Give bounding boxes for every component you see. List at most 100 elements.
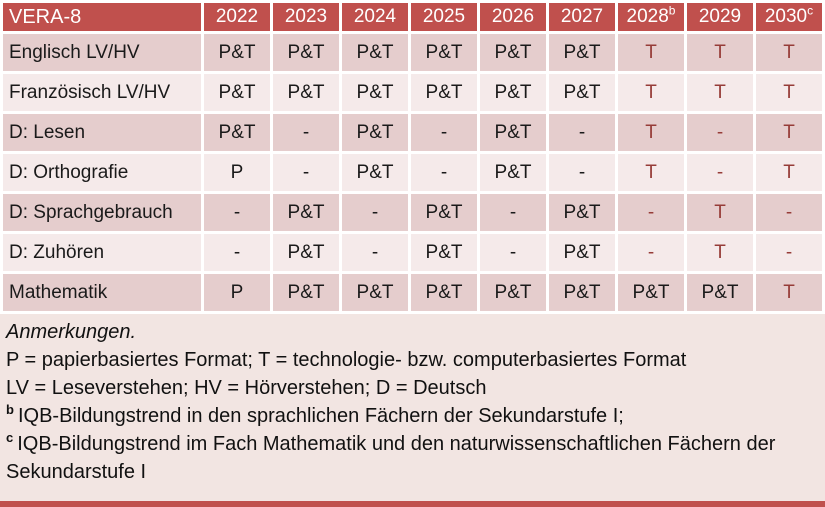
format-value-cell: -	[687, 114, 753, 151]
format-value-cell: P&T	[549, 34, 615, 71]
format-value-cell: P&T	[411, 34, 477, 71]
format-value-cell: T	[618, 154, 684, 191]
year-column-header: 2025	[411, 3, 477, 31]
format-value-cell: P&T	[480, 34, 546, 71]
subject-label: Mathematik	[3, 274, 201, 311]
table-title-cell: VERA-8	[3, 3, 201, 31]
format-value-cell: -	[549, 154, 615, 191]
format-value-cell: -	[342, 194, 408, 231]
note-format-legend: P = papierbasiertes Format; T = technolo…	[6, 349, 687, 371]
year-column-header: 2029	[687, 3, 753, 31]
format-value-cell: -	[411, 154, 477, 191]
year-column-header: 2028b	[618, 3, 684, 31]
format-value-cell: P&T	[273, 234, 339, 271]
table-row: D: Zuhören - P&T - P&T - P&T - T -	[3, 234, 822, 271]
format-value-cell: P&T	[480, 154, 546, 191]
footnote-c-text: IQB-Bildungstrend im Fach Mathematik und…	[6, 433, 776, 483]
footnote-marker: b	[668, 3, 676, 18]
subject-label: Englisch LV/HV	[3, 34, 201, 71]
format-value-cell: P&T	[204, 34, 270, 71]
format-value-cell: T	[756, 274, 822, 311]
format-value-cell: -	[687, 154, 753, 191]
format-value-cell: T	[756, 154, 822, 191]
format-value-cell: -	[204, 194, 270, 231]
format-value-cell: P&T	[342, 74, 408, 111]
subject-label: Französisch LV/HV	[3, 74, 201, 111]
format-value-cell: -	[480, 194, 546, 231]
format-value-cell: -	[342, 234, 408, 271]
table-row: Mathematik P P&T P&T P&T P&T P&T P&T P&T T	[3, 274, 822, 311]
format-value-cell: P&T	[342, 34, 408, 71]
format-value-cell: T	[618, 34, 684, 71]
format-value-cell: T	[687, 194, 753, 231]
format-value-cell: P&T	[342, 154, 408, 191]
footnote-b-text: IQB-Bildungstrend in den sprachlichen Fä…	[17, 405, 624, 427]
format-value-cell: -	[273, 154, 339, 191]
format-value-cell: P	[204, 274, 270, 311]
footnote-c: c IQB-Bildungstrend im Fach Mathematik un…	[6, 430, 817, 486]
subject-label: D: Sprachgebrauch	[3, 194, 201, 231]
subject-label: D: Lesen	[3, 114, 201, 151]
year-column-header: 2022	[204, 3, 270, 31]
table-row: Französisch LV/HV P&T P&T P&T P&T P&T P&T T T T	[3, 74, 822, 111]
format-value-cell: P&T	[273, 34, 339, 71]
table-row: Englisch LV/HV P&T P&T P&T P&T P&T P&T T T T	[3, 34, 822, 71]
format-value-cell: P&T	[411, 74, 477, 111]
format-value-cell: P&T	[342, 114, 408, 151]
format-value-cell: P&T	[411, 274, 477, 311]
format-value-cell: -	[411, 114, 477, 151]
format-value-cell: P&T	[480, 274, 546, 311]
format-value-cell: P&T	[549, 194, 615, 231]
format-value-cell: P&T	[411, 194, 477, 231]
format-value-cell: T	[756, 34, 822, 71]
format-value-cell: P&T	[204, 74, 270, 111]
format-value-cell: P	[204, 154, 270, 191]
format-value-cell: T	[756, 74, 822, 111]
format-value-cell: P&T	[687, 274, 753, 311]
format-value-cell: P&T	[273, 274, 339, 311]
format-value-cell: T	[618, 114, 684, 151]
subject-label: D: Zuhören	[3, 234, 201, 271]
subject-label: D: Orthografie	[3, 154, 201, 191]
format-value-cell: -	[756, 194, 822, 231]
format-value-cell: T	[687, 234, 753, 271]
note-abbreviation-legend: LV = Leseverstehen; HV = Hörverstehen; D…	[6, 377, 487, 399]
table-row: D: Sprachgebrauch - P&T - P&T - P&T - T -	[3, 194, 822, 231]
footnote-b-marker: b	[6, 402, 14, 418]
format-value-cell: -	[273, 114, 339, 151]
vera8-schedule-table: VERA-8 2022 2023 2024 2025 2026 2027 2028b 2029 2…	[3, 3, 822, 311]
format-value-cell: P&T	[480, 74, 546, 111]
format-value-cell: -	[549, 114, 615, 151]
format-value-cell: -	[618, 194, 684, 231]
format-value-cell: P&T	[549, 74, 615, 111]
format-value-cell: P&T	[411, 234, 477, 271]
notes-section: Anmerkungen. P = papierbasiertes Format;…	[0, 314, 825, 501]
format-value-cell: -	[204, 234, 270, 271]
table-header-row: VERA-8 2022 2023 2024 2025 2026 2027 2028b 2029 2…	[3, 3, 822, 31]
table-row: D: Orthografie P - P&T - P&T - T - T	[3, 154, 822, 191]
year-column-header: 2030c	[756, 3, 822, 31]
format-value-cell: P&T	[342, 274, 408, 311]
format-value-cell: -	[618, 234, 684, 271]
year-column-header: 2024	[342, 3, 408, 31]
format-value-cell: P&T	[273, 194, 339, 231]
format-value-cell: T	[687, 34, 753, 71]
format-value-cell: P&T	[549, 274, 615, 311]
footnote-b: b IQB-Bildungstrend in den sprachlichen F…	[6, 402, 817, 430]
year-column-header: 2026	[480, 3, 546, 31]
format-value-cell: -	[480, 234, 546, 271]
format-value-cell: T	[687, 74, 753, 111]
year-column-header: 2023	[273, 3, 339, 31]
notes-title: Anmerkungen.	[6, 321, 137, 343]
format-value-cell: T	[756, 114, 822, 151]
format-value-cell: P&T	[480, 114, 546, 151]
footnote-c-marker: c	[6, 430, 14, 446]
format-value-cell: T	[618, 74, 684, 111]
bottom-red-bar	[0, 501, 825, 507]
format-value-cell: P&T	[273, 74, 339, 111]
format-value-cell: -	[756, 234, 822, 271]
format-value-cell: P&T	[549, 234, 615, 271]
year-column-header: 2027	[549, 3, 615, 31]
format-value-cell: P&T	[618, 274, 684, 311]
